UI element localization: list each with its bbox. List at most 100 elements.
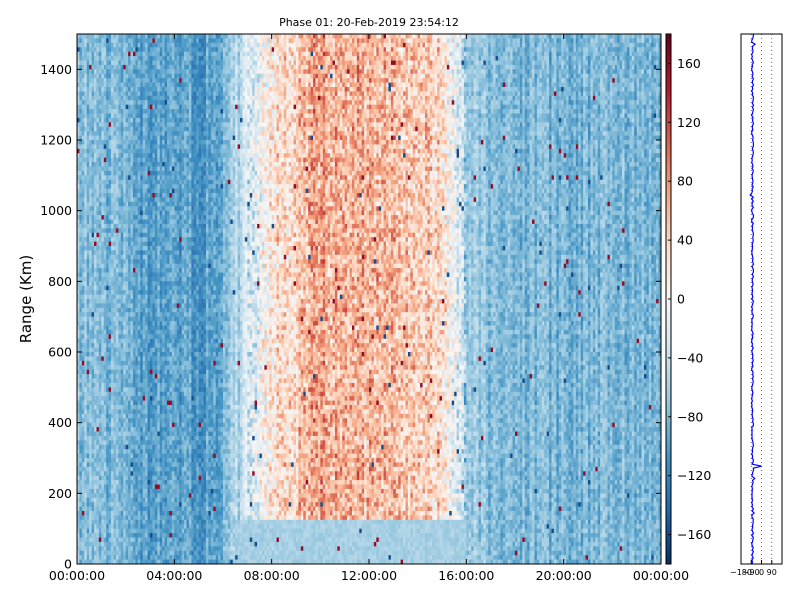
heatmap-cell bbox=[145, 418, 148, 424]
heatmap-cell bbox=[167, 170, 170, 176]
heatmap-cell bbox=[157, 555, 161, 560]
heatmap-cell bbox=[91, 378, 95, 384]
heatmap-cell bbox=[77, 365, 80, 371]
heatmap-cell bbox=[140, 444, 144, 450]
heatmap-cell bbox=[154, 374, 158, 379]
heatmap-cell bbox=[145, 232, 148, 238]
heatmap-cell bbox=[135, 303, 139, 309]
heatmap-cell bbox=[169, 170, 173, 176]
heatmap-cell bbox=[103, 276, 107, 282]
heatmap-cell bbox=[140, 352, 144, 357]
heatmap-cell bbox=[128, 272, 131, 278]
heatmap-cell bbox=[81, 140, 85, 145]
heatmap-cell bbox=[123, 223, 127, 229]
heatmap-cell bbox=[96, 528, 100, 534]
heatmap-cell bbox=[147, 166, 151, 172]
heatmap-cell bbox=[150, 550, 153, 556]
heatmap-cell bbox=[103, 144, 107, 150]
heatmap-cell bbox=[140, 188, 144, 194]
heatmap-cell bbox=[84, 162, 88, 167]
heatmap-cell bbox=[91, 148, 95, 154]
heatmap-cell bbox=[98, 135, 102, 141]
heatmap-cell bbox=[98, 109, 102, 114]
heatmap-cell bbox=[98, 104, 102, 110]
heatmap-cell bbox=[91, 113, 95, 119]
heatmap-cell bbox=[108, 104, 112, 110]
heatmap-cell bbox=[137, 329, 141, 335]
heatmap-cell bbox=[125, 219, 129, 225]
heatmap-cell bbox=[142, 95, 146, 101]
heatmap-cell bbox=[115, 321, 119, 326]
heatmap-cell bbox=[103, 453, 107, 459]
heatmap-cell bbox=[118, 166, 122, 172]
heatmap-cell bbox=[123, 175, 127, 181]
heatmap-cell bbox=[162, 290, 165, 295]
heatmap-cell bbox=[174, 82, 178, 88]
heatmap-cell bbox=[94, 290, 97, 295]
heatmap-cell bbox=[137, 382, 141, 388]
heatmap-cell bbox=[137, 365, 141, 371]
heatmap-cell bbox=[98, 290, 102, 295]
heatmap-cell bbox=[152, 268, 156, 273]
heatmap-cell bbox=[81, 466, 85, 472]
heatmap-cell bbox=[111, 38, 114, 44]
heatmap-cell bbox=[98, 47, 102, 53]
heatmap-cell bbox=[167, 104, 170, 110]
heatmap-cell bbox=[96, 42, 100, 48]
heatmap-cell bbox=[108, 352, 112, 357]
heatmap-cell bbox=[140, 131, 144, 136]
heatmap-cell bbox=[176, 95, 180, 101]
heatmap-cell bbox=[115, 117, 119, 123]
heatmap-cell bbox=[113, 51, 117, 57]
heatmap-cell bbox=[89, 250, 92, 256]
heatmap-cell bbox=[94, 365, 97, 371]
heatmap-cell bbox=[135, 223, 139, 229]
heatmap-cell bbox=[171, 453, 175, 459]
heatmap-cell bbox=[154, 157, 158, 163]
heatmap-cell bbox=[142, 193, 146, 198]
heatmap-cell bbox=[103, 546, 107, 552]
heatmap-cell bbox=[103, 254, 107, 260]
heatmap-cell bbox=[98, 237, 102, 242]
heatmap-cell bbox=[79, 290, 83, 295]
heatmap-cell bbox=[128, 64, 131, 70]
heatmap-cell bbox=[147, 352, 151, 357]
heatmap-cell bbox=[79, 47, 83, 53]
heatmap-cell bbox=[84, 241, 88, 247]
heatmap-cell bbox=[115, 223, 119, 229]
heatmap-cell bbox=[140, 215, 144, 220]
heatmap-cell bbox=[157, 369, 161, 375]
heatmap-cell bbox=[125, 462, 129, 468]
heatmap-cell bbox=[106, 528, 110, 534]
heatmap-cell bbox=[145, 281, 148, 287]
heatmap-cell bbox=[113, 131, 117, 136]
heatmap-cell bbox=[145, 42, 148, 48]
heatmap-cell bbox=[137, 427, 141, 432]
heatmap-cell bbox=[118, 188, 122, 194]
heatmap-cell bbox=[84, 34, 88, 39]
heatmap-cell bbox=[108, 497, 112, 503]
heatmap-cell bbox=[84, 223, 88, 229]
heatmap-cell bbox=[106, 166, 110, 172]
heatmap-cell bbox=[145, 488, 148, 494]
heatmap-cell bbox=[171, 117, 175, 123]
heatmap-cell bbox=[84, 60, 88, 66]
heatmap-cell bbox=[77, 104, 80, 110]
heatmap-cell bbox=[118, 493, 122, 499]
heatmap-cell bbox=[130, 325, 134, 331]
heatmap-cell bbox=[174, 374, 178, 379]
heatmap-cell bbox=[132, 378, 136, 384]
heatmap-cell bbox=[103, 184, 107, 189]
heatmap-cell bbox=[157, 82, 161, 88]
heatmap-cell bbox=[101, 237, 105, 242]
heatmap-cell bbox=[128, 506, 131, 512]
heatmap-cell bbox=[137, 268, 141, 273]
heatmap-cell bbox=[135, 82, 139, 88]
heatmap-cell bbox=[135, 519, 139, 525]
heatmap-cell bbox=[108, 493, 112, 499]
heatmap-cell bbox=[150, 391, 153, 397]
heatmap-cell bbox=[120, 506, 124, 512]
heatmap-cell bbox=[108, 343, 112, 348]
heatmap-cell bbox=[91, 321, 95, 326]
heatmap-cell bbox=[86, 206, 90, 212]
